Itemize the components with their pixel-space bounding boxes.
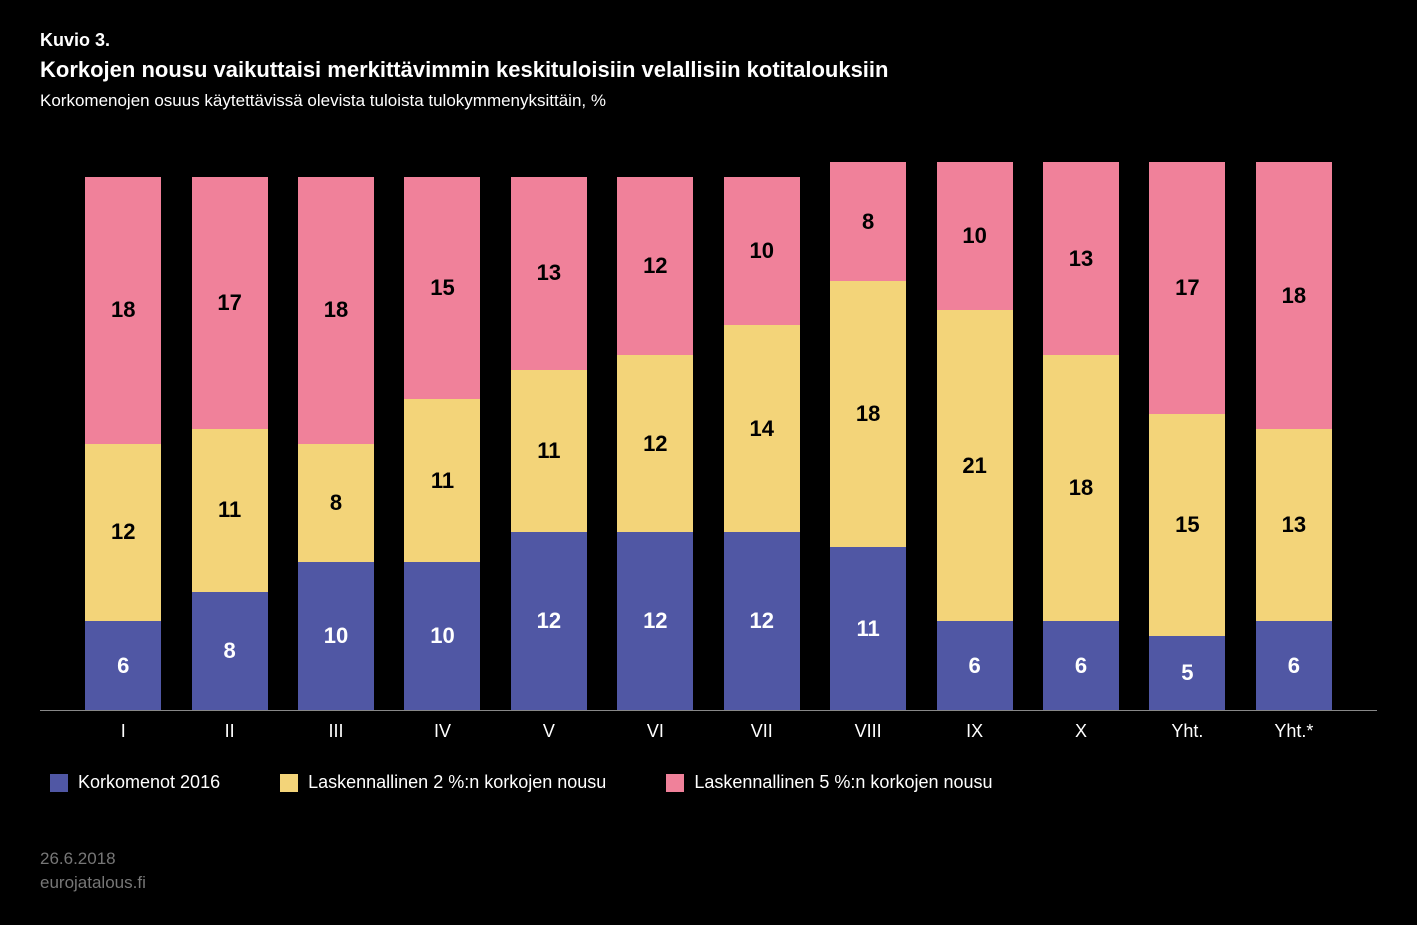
bar-segment: 6 bbox=[85, 621, 161, 710]
x-axis-label: X bbox=[1028, 721, 1134, 742]
bar-segment: 15 bbox=[404, 177, 480, 399]
bar-segment: 11 bbox=[192, 429, 268, 592]
bar: 51517 bbox=[1149, 162, 1225, 710]
chart-subtitle: Korkomenojen osuus käytettävissä olevist… bbox=[40, 91, 1377, 111]
bar-segment: 18 bbox=[830, 281, 906, 547]
legend-item: Korkomenot 2016 bbox=[50, 772, 220, 793]
bar-group: 10818 bbox=[283, 131, 389, 710]
bar-group: 51517 bbox=[1134, 131, 1240, 710]
bar-segment: 10 bbox=[404, 562, 480, 710]
bar-segment: 8 bbox=[192, 592, 268, 710]
bar-group: 121212 bbox=[602, 131, 708, 710]
bar: 61218 bbox=[85, 177, 161, 710]
bar-group: 61318 bbox=[1241, 131, 1347, 710]
bar-segment: 10 bbox=[937, 162, 1013, 310]
x-axis-label: II bbox=[176, 721, 282, 742]
bar-group: 61218 bbox=[70, 131, 176, 710]
bar-segment: 17 bbox=[1149, 162, 1225, 414]
bar: 11188 bbox=[830, 162, 906, 710]
legend-swatch bbox=[666, 774, 684, 792]
x-axis-label: I bbox=[70, 721, 176, 742]
chart-plot-area: 6121881117108181011151211131212121214101… bbox=[40, 131, 1377, 711]
x-axis-label: Yht.* bbox=[1241, 721, 1347, 742]
x-axis-label: III bbox=[283, 721, 389, 742]
bar-segment: 11 bbox=[404, 399, 480, 562]
x-axis-label: VII bbox=[709, 721, 815, 742]
bar-group: 101115 bbox=[389, 131, 495, 710]
chart-title: Korkojen nousu vaikuttaisi merkittävimmi… bbox=[40, 57, 1377, 83]
bar-segment: 10 bbox=[298, 562, 374, 710]
legend-label: Korkomenot 2016 bbox=[78, 772, 220, 793]
bar-segment: 12 bbox=[724, 532, 800, 710]
x-axis-label: VI bbox=[602, 721, 708, 742]
x-axis-label: V bbox=[496, 721, 602, 742]
legend-label: Laskennallinen 2 %:n korkojen nousu bbox=[308, 772, 606, 793]
legend-swatch bbox=[280, 774, 298, 792]
bar-segment: 21 bbox=[937, 310, 1013, 621]
x-axis-label: VIII bbox=[815, 721, 921, 742]
bar-group: 81117 bbox=[176, 131, 282, 710]
bar: 61813 bbox=[1043, 162, 1119, 710]
footer-date: 26.6.2018 bbox=[40, 847, 146, 871]
x-axis: IIIIIIIVVVIVIIVIIIIXXYht.Yht.* bbox=[40, 721, 1377, 742]
bar: 81117 bbox=[192, 177, 268, 710]
bar-segment: 8 bbox=[830, 162, 906, 280]
legend-swatch bbox=[50, 774, 68, 792]
bar: 121113 bbox=[511, 177, 587, 710]
legend-label: Laskennallinen 5 %:n korkojen nousu bbox=[694, 772, 992, 793]
bar-segment: 13 bbox=[1043, 162, 1119, 354]
footer-site: eurojatalous.fi bbox=[40, 871, 146, 895]
legend-item: Laskennallinen 2 %:n korkojen nousu bbox=[280, 772, 606, 793]
bar-segment: 6 bbox=[937, 621, 1013, 710]
bar-segment: 8 bbox=[298, 444, 374, 562]
bar: 62110 bbox=[937, 162, 1013, 710]
bar-segment: 6 bbox=[1043, 621, 1119, 710]
legend-item: Laskennallinen 5 %:n korkojen nousu bbox=[666, 772, 992, 793]
x-axis-label: IV bbox=[389, 721, 495, 742]
bar-segment: 10 bbox=[724, 177, 800, 325]
bar-segment: 12 bbox=[511, 532, 587, 710]
bar-segment: 12 bbox=[617, 532, 693, 710]
bar-segment: 15 bbox=[1149, 414, 1225, 636]
bar-segment: 13 bbox=[511, 177, 587, 369]
bar-group: 62110 bbox=[921, 131, 1027, 710]
bar-segment: 18 bbox=[1256, 162, 1332, 428]
bar-segment: 6 bbox=[1256, 621, 1332, 710]
bar-group: 61813 bbox=[1028, 131, 1134, 710]
kuvio-label: Kuvio 3. bbox=[40, 30, 1377, 51]
bar-group: 11188 bbox=[815, 131, 921, 710]
bar-segment: 17 bbox=[192, 177, 268, 429]
footer: 26.6.2018 eurojatalous.fi bbox=[40, 847, 146, 895]
bar-segment: 11 bbox=[511, 370, 587, 533]
bar-segment: 18 bbox=[85, 177, 161, 443]
bar-segment: 18 bbox=[298, 177, 374, 443]
bar-segment: 12 bbox=[617, 355, 693, 533]
bar-segment: 11 bbox=[830, 547, 906, 710]
bar-group: 121410 bbox=[709, 131, 815, 710]
bar: 121212 bbox=[617, 177, 693, 710]
bar-segment: 18 bbox=[1043, 355, 1119, 621]
bar-segment: 14 bbox=[724, 325, 800, 532]
bar: 10818 bbox=[298, 177, 374, 710]
bar-segment: 5 bbox=[1149, 636, 1225, 710]
bar-segment: 12 bbox=[617, 177, 693, 355]
bar: 61318 bbox=[1256, 162, 1332, 710]
bar-group: 121113 bbox=[496, 131, 602, 710]
bar-segment: 12 bbox=[85, 444, 161, 622]
x-axis-label: IX bbox=[921, 721, 1027, 742]
x-axis-label: Yht. bbox=[1134, 721, 1240, 742]
bar: 101115 bbox=[404, 177, 480, 710]
legend: Korkomenot 2016 Laskennallinen 2 %:n kork… bbox=[40, 772, 1377, 793]
bar: 121410 bbox=[724, 177, 800, 710]
bar-segment: 13 bbox=[1256, 429, 1332, 621]
